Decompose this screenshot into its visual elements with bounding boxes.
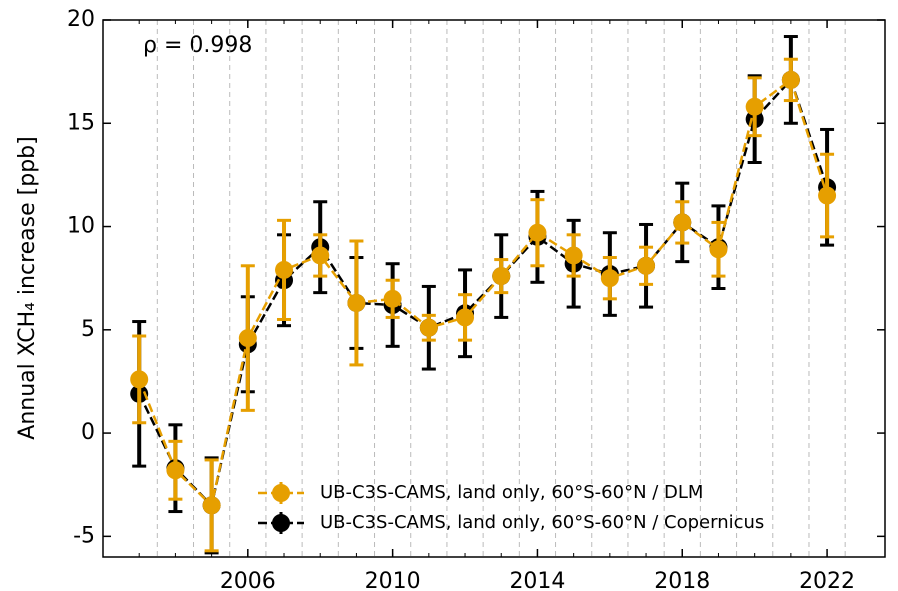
marker	[528, 223, 547, 242]
marker	[275, 260, 294, 279]
y-tick-label: 5	[81, 317, 95, 342]
marker	[238, 329, 257, 348]
marker	[818, 186, 837, 205]
plot-frame	[102, 19, 886, 558]
legend-label: UB-C3S-CAMS, land only, 60°S-60°N / DLM	[320, 482, 703, 503]
marker	[564, 246, 583, 265]
marker	[130, 370, 149, 389]
y-tick-label: 15	[67, 110, 95, 135]
x-tick-label: 2010	[365, 569, 421, 591]
x-tick-label: 2022	[799, 569, 855, 591]
marker	[202, 496, 221, 515]
y-tick-label: 10	[67, 214, 95, 239]
marker	[492, 267, 511, 286]
x-tick-label: 2006	[220, 569, 276, 591]
marker	[419, 318, 438, 337]
x-tick-label: 2014	[509, 569, 565, 591]
marker	[383, 289, 402, 308]
legend-marker	[272, 484, 290, 502]
marker	[745, 97, 764, 116]
marker	[166, 461, 185, 480]
marker	[781, 70, 800, 89]
legend-marker	[272, 514, 290, 532]
marker	[709, 240, 728, 259]
y-tick-label: 20	[67, 7, 95, 32]
y-axis-label: Annual XCH₄ increase [ppb]	[15, 136, 40, 439]
marker	[673, 213, 692, 232]
x-tick-label: 2018	[654, 569, 710, 591]
marker	[347, 293, 366, 312]
marker	[311, 246, 330, 265]
marker	[600, 269, 619, 288]
y-tick-label: -5	[73, 523, 95, 548]
marker	[637, 256, 656, 275]
marker	[456, 308, 475, 327]
y-tick-label: 0	[81, 420, 95, 445]
annotation: ρ = 0.998	[143, 33, 252, 58]
legend-label: UB-C3S-CAMS, land only, 60°S-60°N / Cope…	[320, 512, 764, 533]
